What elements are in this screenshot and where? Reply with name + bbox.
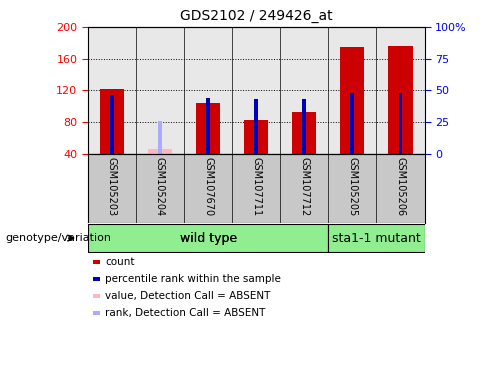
Bar [206,98,210,154]
Text: count: count [105,257,135,267]
Bar [196,103,220,154]
Bar [340,47,365,154]
Text: GSM105206: GSM105206 [395,157,406,216]
Bar [303,99,306,154]
Bar [399,93,403,154]
Bar [158,121,162,154]
Text: percentile rank within the sample: percentile rank within the sample [105,274,281,284]
Bar [148,149,172,154]
Text: sta1-1 mutant: sta1-1 mutant [332,232,421,245]
Bar [88,224,328,252]
Text: GSM105204: GSM105204 [155,157,165,216]
Text: genotype/variation: genotype/variation [5,233,111,243]
Bar [244,119,268,154]
Title: GDS2102 / 249426_at: GDS2102 / 249426_at [180,9,332,23]
Text: GSM105205: GSM105205 [347,157,357,216]
Bar [350,93,354,154]
Text: value, Detection Call = ABSENT: value, Detection Call = ABSENT [105,291,270,301]
Text: GSM107711: GSM107711 [251,157,261,216]
Bar [110,95,114,154]
Bar [254,99,258,154]
Text: wild type: wild type [180,232,237,245]
Text: GSM107670: GSM107670 [203,157,213,216]
Bar [100,89,124,154]
Bar [328,224,425,252]
Bar [388,46,412,154]
Text: rank, Detection Call = ABSENT: rank, Detection Call = ABSENT [105,308,265,318]
Text: wild type: wild type [180,232,237,245]
Text: GSM105203: GSM105203 [107,157,117,216]
Bar [292,113,316,154]
Text: GSM107712: GSM107712 [299,157,309,216]
